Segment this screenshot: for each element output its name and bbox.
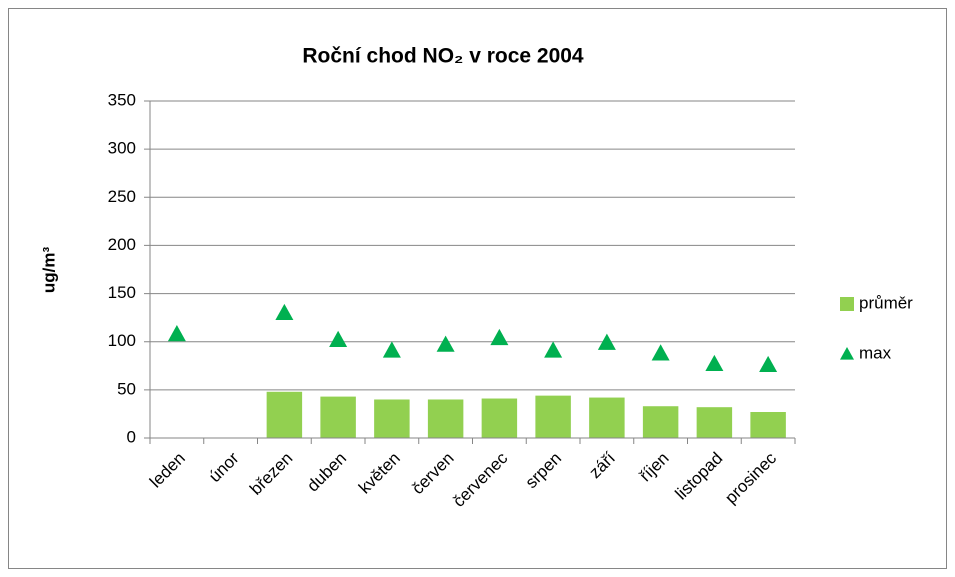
y-tick-label: 50: [117, 379, 136, 398]
y-tick-label: 200: [108, 235, 136, 254]
legend-swatch: [840, 347, 854, 360]
max-marker: [490, 328, 509, 346]
max-marker: [705, 354, 724, 372]
max-marker: [329, 330, 348, 347]
max-marker: [544, 341, 563, 358]
bar: [535, 395, 571, 438]
max-marker: [597, 333, 616, 350]
bar: [320, 396, 356, 438]
max-marker: [651, 344, 670, 361]
y-tick-label: 150: [108, 283, 136, 302]
max-marker: [759, 355, 778, 373]
chart-title: Roční chod NO₂ v roce 2004: [302, 45, 584, 68]
bar: [750, 412, 786, 438]
bar: [696, 407, 733, 438]
y-tick-label: 100: [108, 331, 136, 350]
y-tick-label: 250: [108, 187, 136, 206]
y-tick-label: 350: [108, 90, 136, 109]
max-marker: [167, 325, 186, 342]
y-tick-label: 0: [127, 427, 136, 446]
bar: [481, 398, 518, 438]
y-axis-label: ug/m³: [39, 247, 58, 294]
max-marker: [382, 341, 401, 358]
bar: [642, 406, 679, 438]
legend-swatch: [840, 297, 854, 311]
bar: [266, 391, 303, 438]
bar: [589, 397, 625, 438]
legend-label: průměr: [859, 293, 913, 312]
legend-label: max: [859, 343, 892, 362]
bar: [374, 399, 410, 438]
max-marker: [436, 335, 455, 352]
max-marker: [275, 303, 294, 321]
y-tick-label: 300: [108, 139, 136, 158]
chart-border: [8, 8, 947, 569]
bar: [427, 399, 464, 438]
